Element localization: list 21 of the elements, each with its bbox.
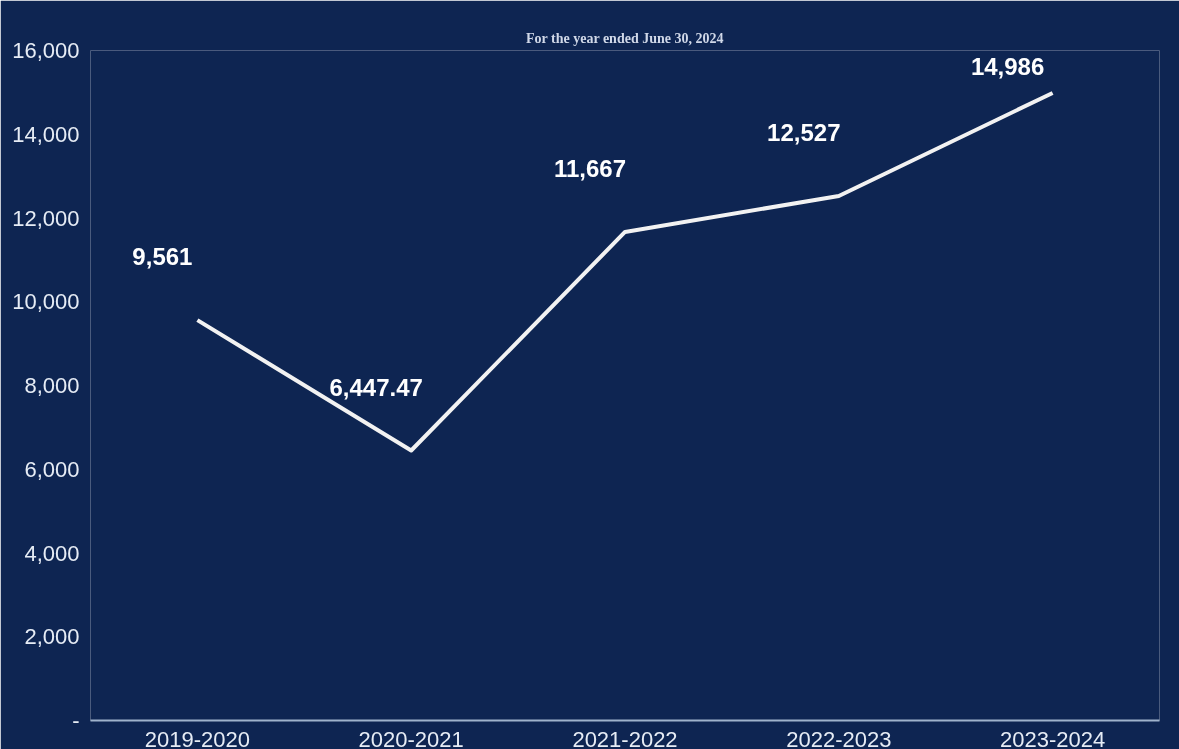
data-label: 11,667: [553, 154, 627, 182]
y-tick-label: 8,000: [24, 373, 80, 398]
y-tick-label: 6,000: [24, 456, 80, 482]
y-tick-label: 12,000: [12, 205, 80, 231]
data-label: 6,447.47: [329, 373, 423, 401]
y-tick-label: 4,000: [24, 540, 80, 566]
x-tick-label: 2019-2020: [144, 726, 251, 749]
data-label: 9,561: [132, 243, 193, 271]
y-tick-label: 2,000: [24, 624, 80, 650]
x-tick-label: 2023-2024: [1000, 726, 1106, 749]
x-tick-label: 2022-2023: [786, 726, 892, 749]
text: For the year ended June 30, 2024: [526, 30, 724, 46]
y-tick-label: 10,000: [12, 289, 80, 315]
data-label: 14,986: [970, 52, 1045, 80]
line-series: [195, 90, 1055, 453]
data-label: 12,527: [767, 118, 841, 146]
y-tick-label: -: [72, 708, 80, 733]
y-tick-label: 14,000: [12, 121, 80, 147]
x-tick-label: 2020-2021: [358, 726, 464, 749]
y-tick-label: 16,000: [12, 38, 80, 63]
x-tick-label: 2021-2022: [572, 726, 678, 749]
